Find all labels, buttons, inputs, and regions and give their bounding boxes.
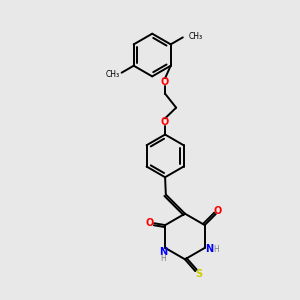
Text: N: N: [159, 247, 167, 257]
Text: CH₃: CH₃: [189, 32, 203, 41]
Text: CH₃: CH₃: [106, 70, 120, 79]
Text: O: O: [161, 117, 169, 127]
Text: H: H: [160, 254, 166, 263]
Text: O: O: [146, 218, 154, 228]
Text: H: H: [213, 244, 219, 253]
Text: S: S: [195, 269, 203, 279]
Text: O: O: [161, 76, 169, 86]
Text: N: N: [206, 244, 214, 254]
Text: O: O: [213, 206, 221, 217]
